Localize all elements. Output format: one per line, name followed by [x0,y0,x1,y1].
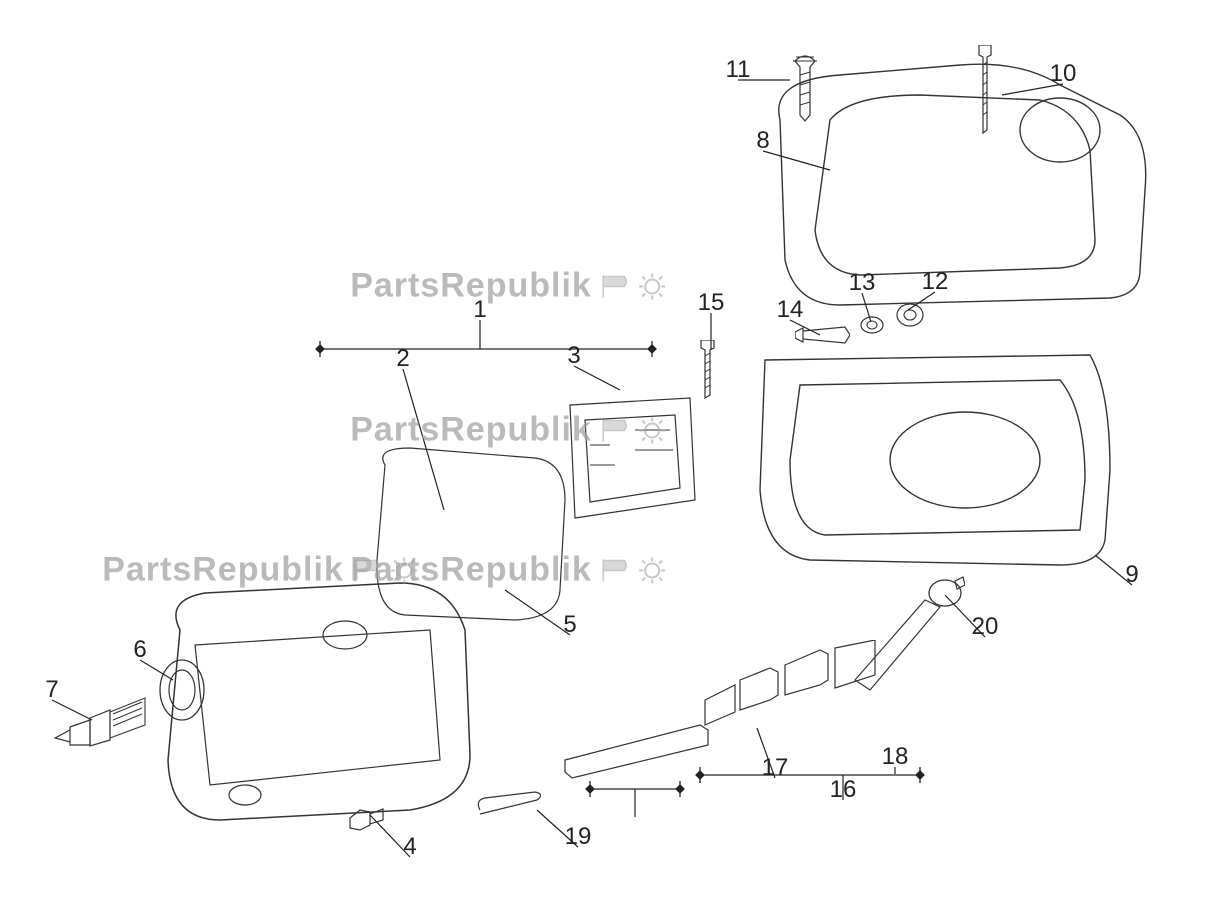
screw-15 [695,340,720,400]
callout-6: 6 [133,636,146,664]
callout-12: 12 [922,268,949,296]
screw-11 [790,55,820,125]
grommet-12 [895,300,925,330]
callout-7: 7 [45,676,58,704]
cylinder-head-cover [150,575,480,830]
flag-icon [600,417,630,443]
lower-cooling-shroud [740,330,1120,580]
leader-lines [0,0,1205,904]
callout-4: 4 [403,833,416,861]
gear-icon [390,556,418,584]
gear-icon [638,272,666,300]
flag-icon [600,273,630,299]
callout-9: 9 [1125,561,1138,589]
watermark: PartsRepublik [102,551,418,590]
hose-clamp-20 [925,575,965,610]
gear-icon [638,556,666,584]
sai-tube-long [560,720,710,780]
callout-3: 3 [567,342,580,370]
head-cover-gasket [365,440,575,630]
bolt-14 [795,325,850,345]
watermark-text: PartsRepublik [350,267,592,306]
upper-cooling-shroud [760,60,1155,320]
callout-11: 11 [726,56,751,84]
washer-13 [860,315,885,335]
watermark-text: PartsRepublik [350,551,592,590]
watermark: PartsRepublik [350,551,666,590]
spark-plug-seal [155,655,210,725]
callout-10: 10 [1050,60,1077,88]
cotter-pin-19 [475,790,545,820]
callout-1: 1 [473,296,486,324]
callout-5: 5 [563,611,576,639]
watermark-text: PartsRepublik [102,551,344,590]
inner-gasket-plate [555,390,705,530]
callout-14: 14 [777,296,804,324]
flag-icon [352,557,382,583]
watermark: PartsRepublik [350,411,666,450]
gear-icon [638,416,666,444]
callout-20: 20 [972,613,999,641]
callout-2: 2 [396,345,409,373]
screw-10 [975,45,995,135]
spark-plug [50,690,150,760]
sai-tube-short [845,585,945,695]
bolt-4 [345,800,385,835]
callout-19: 19 [565,823,592,851]
callout-17: 17 [762,754,789,782]
callout-15: 15 [698,289,725,317]
callout-13: 13 [849,269,876,297]
callout-8: 8 [756,127,769,155]
callout-18: 18 [882,743,909,771]
watermark: PartsRepublik [350,267,666,306]
watermark-text: PartsRepublik [350,411,592,450]
flag-icon [600,557,630,583]
callout-16: 16 [830,776,857,804]
sai-fitting-assy [700,640,880,730]
